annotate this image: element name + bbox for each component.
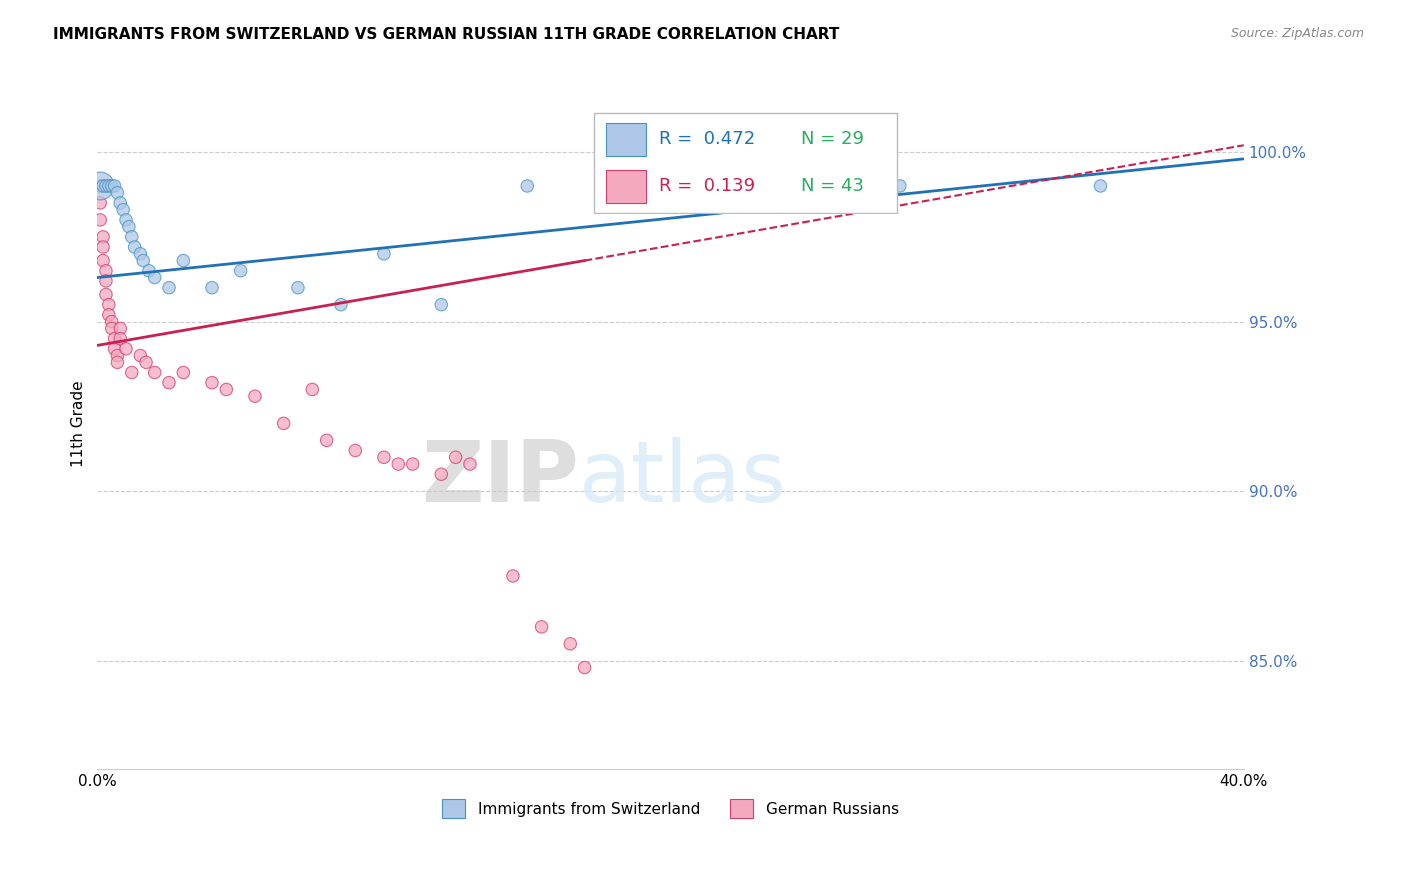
Point (89, 213, 111, 227)
Point (172, 253, 194, 268)
Point (94, 178, 117, 193)
Point (401, 457, 423, 471)
Point (107, 186, 129, 200)
Bar (606, 123, 647, 155)
Point (574, 660, 596, 674)
Point (94, 287, 117, 301)
Text: R =  0.139: R = 0.139 (658, 178, 755, 195)
Text: R =  0.472: R = 0.472 (658, 130, 755, 148)
Point (100, 178, 122, 193)
Bar (606, 170, 647, 202)
Point (373, 247, 395, 261)
Point (121, 366, 143, 380)
Point (387, 457, 409, 471)
Point (112, 202, 135, 217)
Point (100, 321, 122, 335)
Legend: Immigrants from Switzerland, German Russians: Immigrants from Switzerland, German Russ… (436, 793, 905, 824)
Point (107, 349, 129, 363)
Point (129, 247, 152, 261)
Point (91, 253, 114, 268)
Point (444, 450, 467, 465)
Point (430, 298, 453, 312)
Point (273, 417, 295, 431)
Point (103, 178, 125, 193)
Point (89, 195, 111, 210)
Point (172, 366, 194, 380)
Point (118, 219, 141, 234)
Point (301, 383, 323, 397)
Point (110, 321, 132, 335)
Point (560, 637, 582, 651)
Point (458, 457, 481, 471)
Point (94, 264, 117, 278)
Point (103, 342, 125, 356)
Point (103, 332, 125, 346)
Point (889, 178, 911, 193)
Point (89, 178, 111, 193)
Text: IMMIGRANTS FROM SWITZERLAND VS GERMAN RUSSIAN 11TH GRADE CORRELATION CHART: IMMIGRANTS FROM SWITZERLAND VS GERMAN RU… (53, 27, 839, 42)
Point (516, 178, 538, 193)
Point (215, 383, 238, 397)
Point (287, 281, 309, 295)
Point (502, 569, 524, 583)
Point (107, 355, 129, 369)
Point (135, 355, 157, 369)
Point (315, 434, 337, 448)
Y-axis label: 11th Grade: 11th Grade (72, 380, 86, 467)
Point (129, 349, 152, 363)
Text: Source: ZipAtlas.com: Source: ZipAtlas.com (1230, 27, 1364, 40)
Point (344, 443, 367, 458)
Point (100, 315, 122, 329)
Point (110, 195, 132, 210)
Point (717, 178, 740, 193)
Point (97, 178, 120, 193)
Point (115, 342, 138, 356)
Point (157, 376, 180, 390)
Point (229, 264, 252, 278)
Point (143, 270, 166, 285)
Point (89, 178, 111, 193)
Point (97, 308, 120, 322)
Point (430, 467, 453, 482)
Point (138, 264, 160, 278)
Text: N = 29: N = 29 (801, 130, 863, 148)
Point (143, 366, 166, 380)
Point (110, 332, 132, 346)
Text: N = 43: N = 43 (801, 178, 863, 195)
Point (91, 230, 114, 244)
Point (91, 240, 114, 254)
Point (132, 253, 155, 268)
FancyBboxPatch shape (593, 112, 897, 213)
Point (1090, 178, 1112, 193)
Point (124, 240, 146, 254)
Point (201, 376, 224, 390)
Point (91, 178, 114, 193)
Point (243, 389, 266, 403)
Point (157, 281, 180, 295)
Point (330, 298, 353, 312)
Point (121, 230, 143, 244)
Point (94, 274, 117, 288)
Point (201, 281, 224, 295)
Point (530, 620, 553, 634)
Point (373, 450, 395, 465)
Point (115, 213, 138, 227)
Text: ZIP: ZIP (422, 437, 579, 520)
Point (97, 298, 120, 312)
Text: atlas: atlas (579, 437, 787, 520)
